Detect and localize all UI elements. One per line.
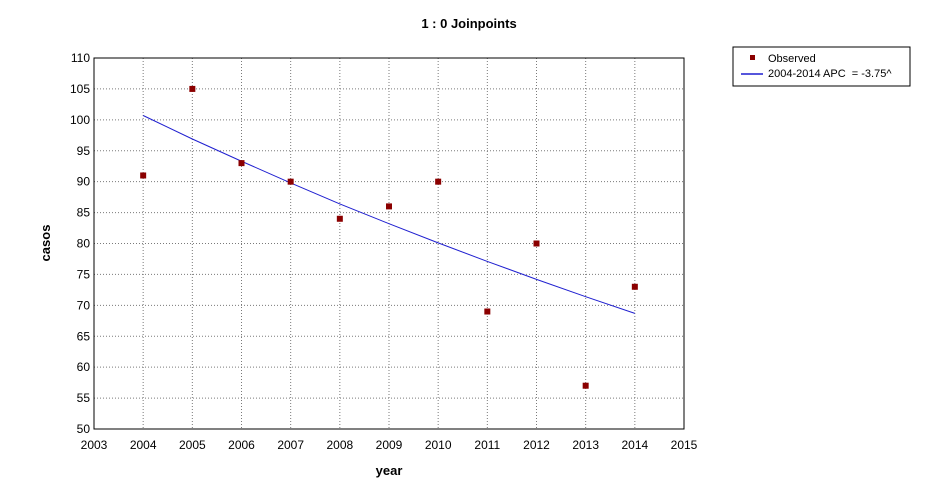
x-tick-label: 2006 — [228, 438, 255, 452]
y-tick-label: 85 — [77, 206, 91, 220]
x-tick-label: 2011 — [474, 438, 500, 452]
legend-label-apc: 2004-2014 APC = -3.75^ — [768, 68, 892, 80]
legend-marker-observed — [750, 55, 755, 60]
y-tick-label: 105 — [70, 82, 90, 96]
x-tick-label: 2014 — [621, 438, 648, 452]
x-tick-label: 2007 — [277, 438, 304, 452]
observed-point — [287, 178, 294, 185]
y-tick-label: 95 — [77, 144, 91, 158]
y-tick-label: 90 — [77, 175, 91, 189]
observed-point — [435, 178, 442, 185]
x-tick-label: 2012 — [523, 438, 550, 452]
x-tick-label: 2010 — [425, 438, 452, 452]
observed-point — [189, 85, 196, 92]
y-tick-label: 80 — [77, 237, 91, 251]
legend-box — [732, 46, 911, 87]
x-axis-title: year — [376, 463, 403, 478]
y-tick-label: 55 — [77, 391, 91, 405]
x-tick-label: 2004 — [130, 438, 157, 452]
legend: Observed 2004-2014 APC = -3.75^ — [732, 46, 911, 87]
x-tick-label: 2003 — [81, 438, 108, 452]
y-tick-label: 75 — [77, 267, 91, 281]
x-tick-label: 2009 — [376, 438, 403, 452]
observed-point — [336, 215, 343, 222]
x-tick-label: 2013 — [572, 438, 599, 452]
y-tick-label: 60 — [77, 360, 91, 374]
data-series — [140, 85, 638, 389]
observed-point — [631, 283, 638, 290]
observed-point — [582, 382, 589, 389]
plot-area-border — [93, 57, 685, 430]
y-tick-label: 100 — [70, 113, 90, 127]
chart-title: 1 : 0 Joinpoints — [421, 16, 516, 31]
y-tick-label: 65 — [77, 329, 91, 343]
observed-point — [140, 172, 147, 179]
observed-point — [238, 160, 245, 167]
x-tick-label: 2008 — [326, 438, 353, 452]
legend-label-observed: Observed — [768, 53, 816, 65]
axis-tick-labels: 2003 2004 2005 2006 2007 2008 2009 2010 2011 2012… — [70, 51, 698, 452]
observed-point — [533, 240, 540, 247]
grid-lines — [94, 58, 684, 429]
x-tick-label: 2005 — [179, 438, 206, 452]
y-tick-label: 50 — [77, 422, 91, 436]
observed-point — [386, 203, 392, 210]
observed-point — [484, 308, 491, 315]
y-tick-label: 70 — [77, 298, 91, 312]
apc-trend-line — [142, 115, 635, 314]
y-axis-title: casos — [38, 225, 53, 262]
x-tick-label: 2015 — [671, 438, 698, 452]
y-tick-label: 110 — [71, 51, 90, 65]
